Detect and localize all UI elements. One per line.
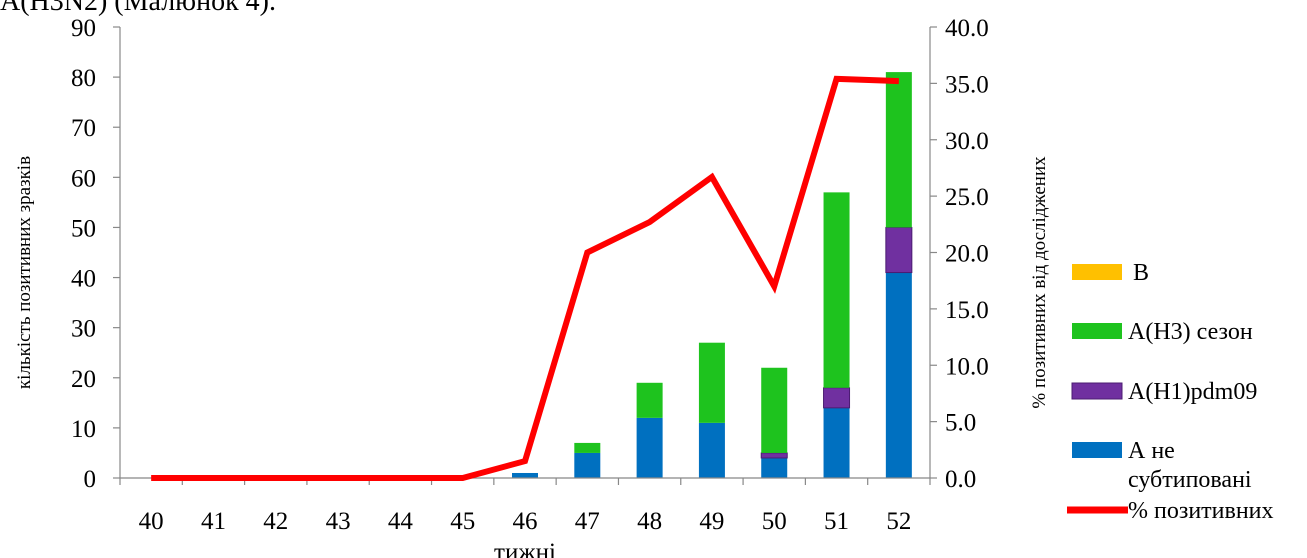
y2-tick-label: 0.0 [945, 466, 976, 493]
page-title-fragment: A(H3N2) (Малюнок 4). [0, 0, 277, 17]
x-tick-label: 43 [326, 508, 351, 535]
y2-tick-label: 30.0 [945, 128, 989, 155]
x-tick-label: 40 [139, 508, 164, 535]
bar-segment [761, 457, 788, 478]
legend-swatch [1072, 442, 1122, 458]
x-tick-label: 41 [201, 508, 226, 535]
y2-tick-label: 10.0 [945, 353, 989, 380]
bar-segment [574, 452, 601, 478]
y2-tick-label: 5.0 [945, 410, 976, 437]
x-tick-label: 44 [388, 508, 414, 535]
x-tick-label: 42 [263, 508, 288, 535]
y-tick-label: 60 [71, 165, 96, 192]
line-series-percent-positive [151, 75, 899, 481]
bar-segment [885, 72, 912, 228]
legend-swatch [1071, 382, 1123, 400]
x-tick-label: 45 [450, 508, 475, 535]
legend-label: В [1133, 260, 1149, 286]
x-tick-label: 46 [513, 508, 538, 535]
legend-label: А не [1128, 438, 1175, 464]
bar-segment [512, 472, 538, 478]
y-tick-label: 80 [71, 65, 96, 92]
y2-tick-label: 35.0 [945, 71, 989, 98]
y2-axis-title: % позитивних від досліджених [1029, 156, 1050, 409]
legend-swatch [1072, 323, 1122, 339]
y-tick-label: 70 [71, 115, 96, 142]
x-tick-label: 50 [762, 508, 787, 535]
x-tick-label: 47 [575, 508, 600, 535]
bar-segment [885, 272, 912, 478]
y2-tick-label: 20.0 [945, 241, 989, 268]
y2-tick-label: 15.0 [945, 297, 989, 324]
x-tick-label: 48 [637, 508, 662, 535]
y-tick-label: 30 [71, 316, 96, 343]
legend-label: % позитивних [1128, 498, 1274, 524]
x-tick-label: 51 [824, 508, 849, 535]
legend-label: А(Н1)pdm09 [1128, 379, 1257, 405]
y-tick-label: 90 [71, 15, 96, 42]
bar-segment [823, 387, 851, 409]
bar-segment [636, 417, 663, 478]
y2-tick-label: 40.0 [945, 15, 989, 42]
y-tick-label: 10 [71, 416, 96, 443]
y2-tick-label: 25.0 [945, 184, 989, 211]
bar-segment [885, 226, 913, 274]
bar-segment [698, 342, 725, 423]
x-tick-label: 52 [886, 508, 911, 535]
bar-segment [823, 192, 850, 388]
bar-segment [761, 367, 788, 453]
legend-label: А(Н3) сезон [1128, 319, 1253, 345]
y-tick-label: 50 [71, 215, 96, 242]
legend-swatch [1072, 264, 1122, 280]
x-axis-title: тижні [494, 539, 556, 558]
y-tick-label: 0 [84, 466, 97, 493]
bar-segment [823, 407, 850, 478]
bar-segment [760, 452, 788, 459]
x-tick-label: 49 [699, 508, 724, 535]
bar-segment [698, 422, 725, 478]
y-tick-label: 20 [71, 366, 96, 393]
y-axis-title: кількість позитивних зразків [14, 156, 35, 389]
legend-label-line2: субтиповані [1128, 467, 1252, 493]
y-tick-label: 40 [71, 266, 96, 293]
bar-segment [636, 382, 663, 418]
bar-segment [574, 442, 601, 453]
